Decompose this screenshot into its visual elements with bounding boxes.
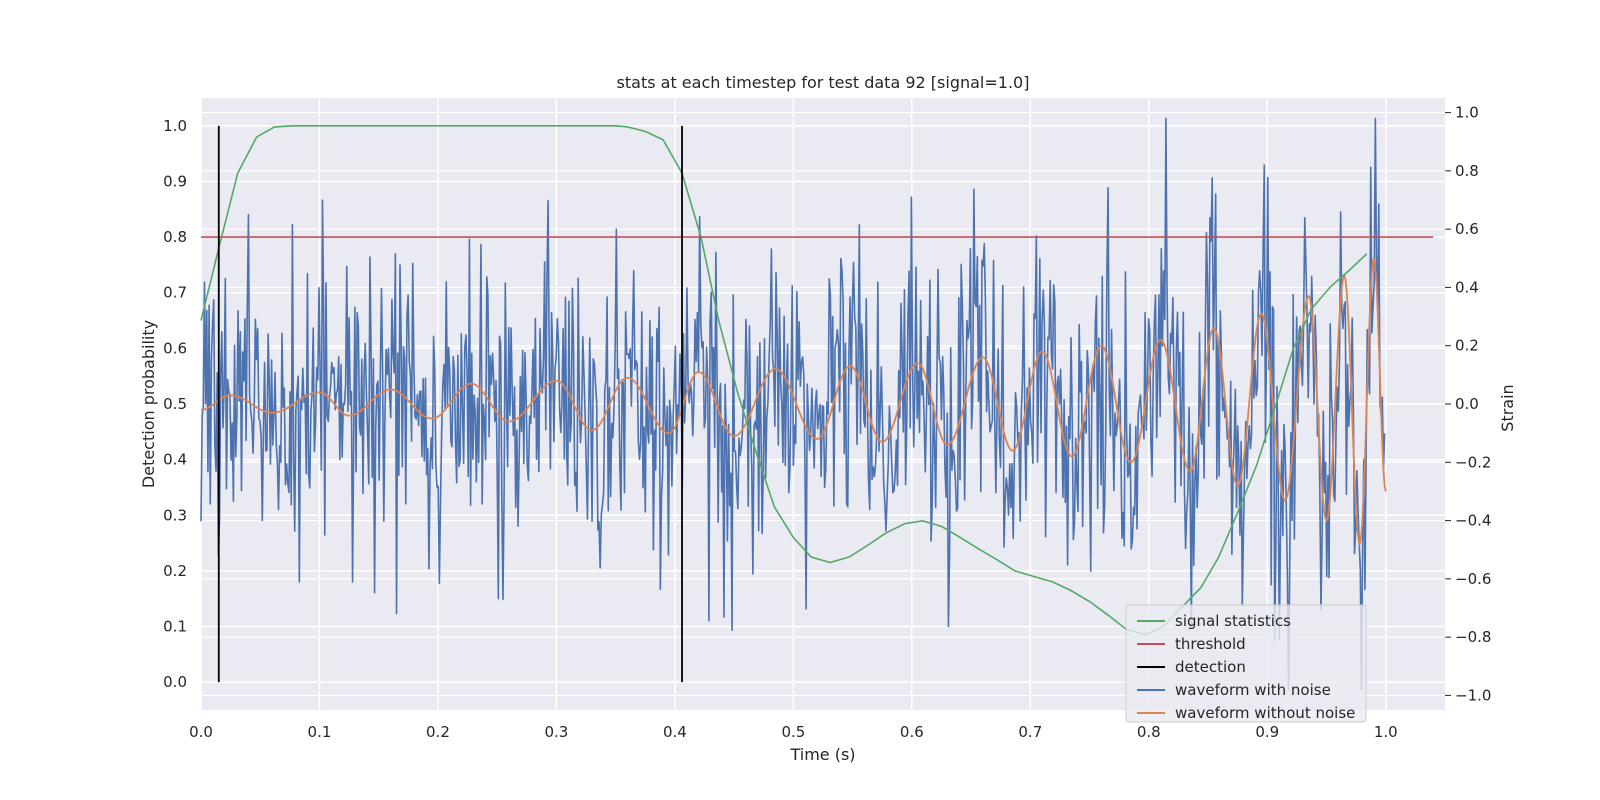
left-y-tick-label: 0.0 <box>163 673 187 691</box>
series-line-signal-statistics <box>200 125 1368 636</box>
right-y-tick-label: −0.6 <box>1455 570 1491 588</box>
legend-label-threshold: threshold <box>1175 635 1246 653</box>
right-y-tick-label: 0.6 <box>1455 220 1479 238</box>
left-y-axis-ticks: 0.0 0.1 0.2 0.3 0.4 0.5 0.6 0.7 0.8 0.9 1.0 <box>163 117 187 691</box>
right-y-tick-label: −0.8 <box>1455 628 1491 646</box>
x-tick-label: 0.7 <box>1018 723 1042 741</box>
left-y-tick-label: 0.3 <box>163 506 187 524</box>
x-tick-label: 0.4 <box>663 723 687 741</box>
legend-label-waveform-without-noise: waveform without noise <box>1175 704 1355 722</box>
x-tick-label: 1.0 <box>1374 723 1398 741</box>
series-line-waveform-without-noise <box>200 258 1387 548</box>
x-tick-label: 0.0 <box>189 723 213 741</box>
series-layer <box>200 117 1434 691</box>
left-y-tick-label: 0.9 <box>163 172 187 190</box>
x-axis-label: Time (s) <box>789 745 855 764</box>
series-line-waveform-with-noise <box>200 117 1386 691</box>
right-y-tick-label: −1.0 <box>1455 686 1491 704</box>
left-y-tick-label: 0.4 <box>163 451 187 469</box>
x-tick-label: 0.6 <box>900 723 924 741</box>
legend-label-waveform-with-noise: waveform with noise <box>1175 681 1331 699</box>
left-y-tick-label: 0.7 <box>163 284 187 302</box>
x-tick-label: 0.1 <box>308 723 332 741</box>
right-y-axis-label: Strain <box>1498 384 1517 431</box>
x-axis-ticks: 0.0 0.1 0.2 0.3 0.4 0.5 0.6 0.7 0.8 0.9 1.0 <box>189 723 1398 741</box>
right-y-tick-label: −0.4 <box>1455 512 1491 530</box>
x-tick-label: 0.3 <box>544 723 568 741</box>
right-y-tick-label: 1.0 <box>1455 104 1479 122</box>
x-tick-label: 0.9 <box>1255 723 1279 741</box>
legend: signal statistics threshold detection wavef… <box>1125 604 1367 723</box>
left-y-axis-label: Detection probability <box>139 320 158 488</box>
left-y-tick-label: 0.6 <box>163 339 187 357</box>
legend-label-detection: detection <box>1175 658 1246 676</box>
left-y-tick-label: 0.5 <box>163 395 187 413</box>
left-y-tick-label: 0.8 <box>163 228 187 246</box>
right-y-tick-label: 0.0 <box>1455 395 1479 413</box>
left-y-tick-label: 1.0 <box>163 117 187 135</box>
x-tick-label: 0.8 <box>1137 723 1161 741</box>
legend-label-signal-statistics: signal statistics <box>1175 612 1291 630</box>
right-y-tick-label: 0.8 <box>1455 162 1479 180</box>
x-tick-label: 0.5 <box>781 723 805 741</box>
right-y-axis-ticks: −1.0 −0.8 −0.6 −0.4 −0.2 0.0 0.2 0.4 0.6 0.8 1.0 <box>1445 104 1491 704</box>
right-y-tick-label: 0.2 <box>1455 337 1479 355</box>
right-y-tick-label: −0.2 <box>1455 453 1491 471</box>
x-tick-label: 0.2 <box>426 723 450 741</box>
chart-title: stats at each timestep for test data 92 … <box>617 73 1030 92</box>
legend-box <box>1125 604 1367 723</box>
left-y-tick-label: 0.1 <box>163 618 187 636</box>
right-y-tick-label: 0.4 <box>1455 278 1479 296</box>
left-y-tick-label: 0.2 <box>163 562 187 580</box>
